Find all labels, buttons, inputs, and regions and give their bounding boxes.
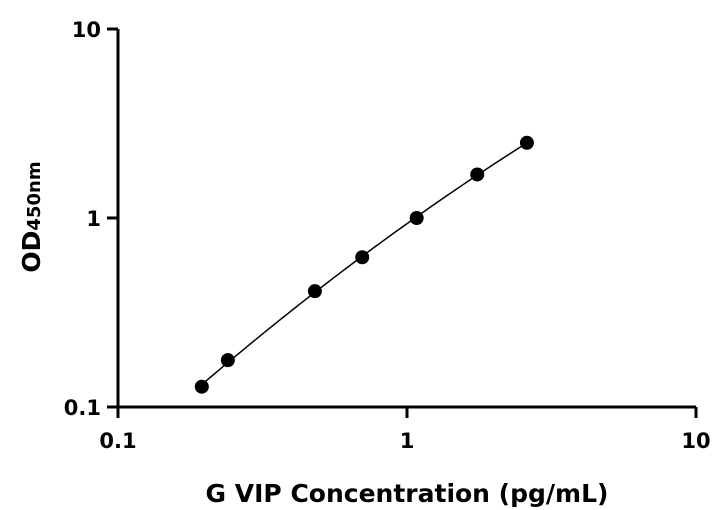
y-tick-label: 10 — [72, 18, 101, 42]
axes — [117, 29, 697, 409]
x-axis-title: G VIP Concentration (pg/mL) — [206, 479, 609, 508]
y-axis-title-sub: 450nm — [24, 161, 45, 230]
y-tick-label: 1 — [86, 207, 101, 231]
y-ticks: 0.1 1 10 — [64, 18, 118, 420]
y-axis-title-main: OD — [17, 231, 46, 273]
x-tick-label: 0.1 — [99, 429, 136, 453]
x-tick-label: 1 — [400, 429, 415, 453]
data-point — [221, 353, 235, 367]
x-ticks: 0.1 1 10 — [99, 407, 710, 453]
data-point — [355, 250, 369, 264]
data-point — [410, 211, 424, 225]
data-point — [308, 284, 322, 298]
y-tick-label: 0.1 — [64, 396, 101, 420]
y-axis-title: OD450nm — [17, 161, 46, 272]
data-points — [195, 136, 534, 394]
x-tick-label: 10 — [681, 429, 710, 453]
data-point — [195, 380, 209, 394]
data-point — [470, 167, 484, 181]
data-point — [520, 136, 534, 150]
